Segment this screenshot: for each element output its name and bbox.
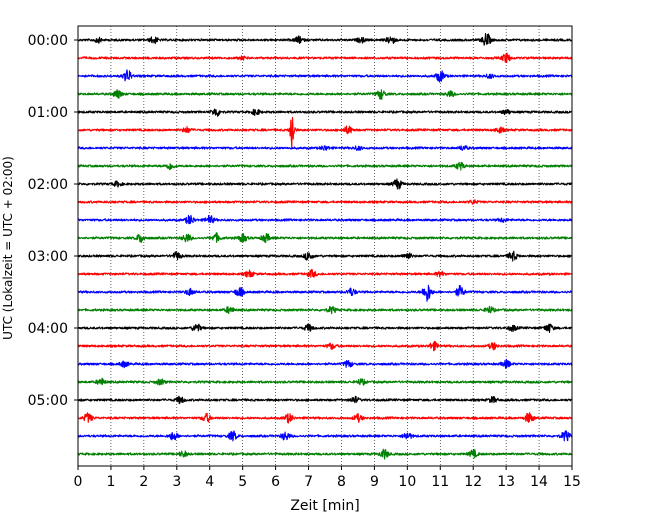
trace-0030 [77, 69, 573, 83]
trace-0130 [77, 145, 573, 151]
grid-lines [110, 26, 540, 466]
x-axis-label: Zeit [min] [290, 498, 359, 514]
y-tick-label-0000: 00:00 [28, 33, 68, 49]
x-tick-label-8: 8 [337, 474, 346, 490]
trace-0515 [77, 412, 573, 424]
trace-0115 [77, 116, 573, 150]
x-tick-label-15: 15 [563, 474, 581, 490]
y-tick-label-0300: 03:00 [28, 249, 68, 265]
x-tick-label-12: 12 [464, 474, 482, 490]
trace-0145 [77, 161, 573, 171]
trace-group [77, 32, 573, 460]
x-tick-label-7: 7 [304, 474, 313, 490]
x-tick-label-13: 13 [497, 474, 515, 490]
x-tick-label-2: 2 [139, 474, 148, 490]
trace-0430 [77, 358, 573, 369]
plot-frame [77, 25, 573, 467]
trace-0015 [77, 52, 573, 64]
trace-0300 [77, 250, 573, 262]
trace-0045 [77, 89, 573, 100]
trace-0530 [77, 430, 573, 442]
trace-0200 [77, 178, 573, 190]
y-tick-label-0400: 04:00 [28, 321, 68, 337]
trace-0000 [77, 32, 573, 46]
trace-0230 [77, 214, 573, 225]
x-tick-label-14: 14 [530, 474, 548, 490]
trace-0415 [77, 340, 573, 352]
trace-0545 [77, 448, 573, 460]
trace-0215 [77, 199, 573, 205]
x-tick-label-5: 5 [238, 474, 247, 490]
trace-0400 [77, 323, 573, 333]
trace-0330 [77, 284, 573, 302]
x-tick-label-0: 0 [74, 474, 83, 490]
trace-0445 [77, 377, 573, 386]
trace-0100 [77, 108, 573, 117]
y-tick-label-0100: 01:00 [28, 105, 68, 121]
axes: 0 1 2 3 4 5 6 7 8 9 10 11 12 13 14 1500:0001:0002:0003:… [28, 25, 581, 490]
y-tick-label-0200: 02:00 [28, 177, 68, 193]
x-tick-label-6: 6 [271, 474, 280, 490]
trace-0245 [77, 232, 573, 244]
x-tick-label-3: 3 [172, 474, 181, 490]
y-axis-label: UTC (Lokalzeit = UTC + 02:00) [1, 156, 15, 340]
x-tick-label-1: 1 [106, 474, 115, 490]
x-tick-label-11: 11 [431, 474, 449, 490]
trace-0345 [77, 305, 573, 315]
x-tick-label-4: 4 [205, 474, 214, 490]
x-tick-label-9: 9 [370, 474, 379, 490]
trace-0500 [77, 395, 573, 405]
trace-0315 [77, 268, 573, 278]
y-tick-label-0500: 05:00 [28, 393, 68, 409]
x-tick-label-10: 10 [398, 474, 416, 490]
